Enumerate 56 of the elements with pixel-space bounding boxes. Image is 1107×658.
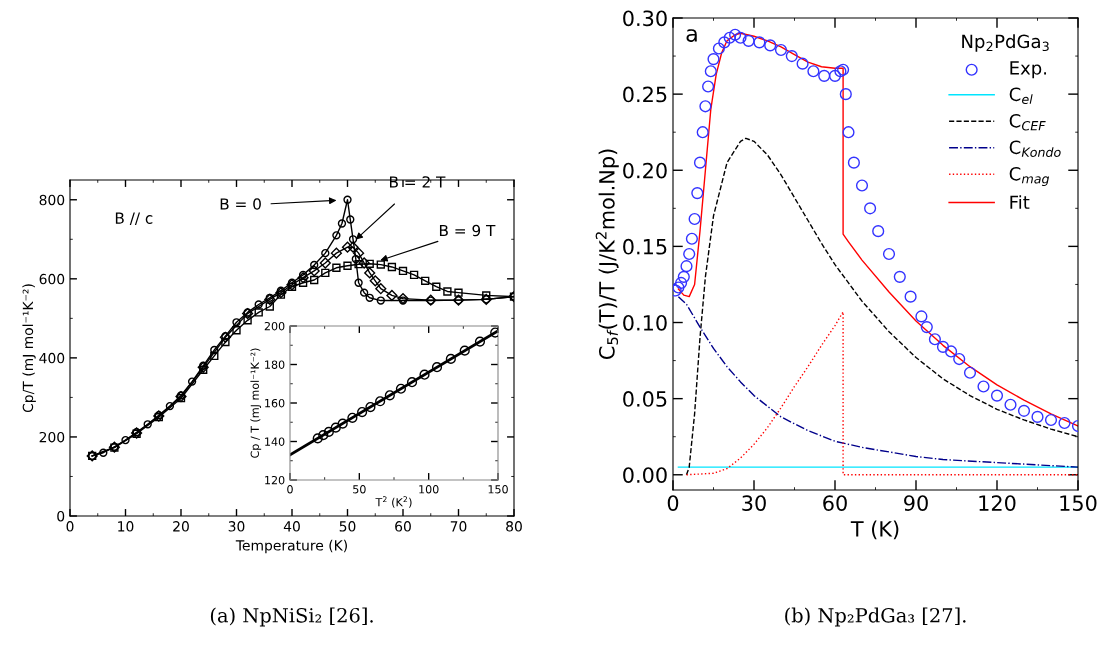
x-axis-title: T (K) xyxy=(850,520,899,540)
annotation: a xyxy=(686,29,697,42)
x-tick-label: 60 xyxy=(395,521,411,532)
x-axis-title: Temperature (K) xyxy=(235,539,347,554)
x-tick-label: 60 xyxy=(823,495,847,511)
y-tick-label: 140 xyxy=(265,437,285,446)
text: (a) NpNiSi₂ [26]. xyxy=(210,607,373,627)
annotation: B // c xyxy=(115,212,153,226)
legend-label: B = 0 xyxy=(220,198,261,210)
y-axis-title: Cp / T (mJ mol⁻¹K⁻²) xyxy=(250,348,262,458)
x-tick-label: 0 xyxy=(667,495,679,511)
x-tick-label: 50 xyxy=(339,521,356,532)
x-tick-label: 90 xyxy=(904,495,928,511)
legend-label: C$_{Kondo}$ xyxy=(1009,140,1061,158)
y-tick-label: 160 xyxy=(265,398,285,408)
x-tick-label: 30 xyxy=(228,521,245,532)
x-tick-label: 80 xyxy=(506,521,522,532)
y-tick-label: 0 xyxy=(57,510,65,522)
x-tick-label: 70 xyxy=(450,521,467,532)
legend-label: B = 2 T xyxy=(389,176,446,188)
x-tick-label: 10 xyxy=(118,521,134,532)
x-tick-label: 100 xyxy=(419,485,439,494)
legend-label: C$_{el}$ xyxy=(1009,87,1033,105)
x-tick-label: 20 xyxy=(173,521,189,532)
y-axis-title: Cp/T (mJ mol⁻¹K⁻²) xyxy=(22,284,36,413)
y-tick-label: 0.15 xyxy=(623,238,667,255)
legend-label: C$_{CEF}$ xyxy=(1009,113,1046,131)
y-tick-label: 0.05 xyxy=(623,391,667,407)
y-tick-label: 200 xyxy=(39,431,65,443)
legend-label: C$_{mag}$ xyxy=(1009,166,1050,186)
legend-label: Exp. xyxy=(1010,61,1047,79)
y-axis-title: C$_{5f}$(T)/T (J/K$^{2}$mol.Np) xyxy=(595,149,619,360)
x-tick-label: 150 xyxy=(488,485,508,494)
legend-label: B = 9 T xyxy=(439,224,496,237)
x-tick-label: 40 xyxy=(283,521,300,532)
y-tick-label: 400 xyxy=(39,352,65,364)
x-tick-label: 50 xyxy=(353,485,366,494)
y-tick-label: 180 xyxy=(265,360,285,369)
x-tick-label: 120 xyxy=(979,495,1016,511)
x-axis-title: T$^{2}$ (K$^{2}$) xyxy=(375,496,412,508)
y-tick-label: 0.25 xyxy=(623,86,667,103)
x-tick-label: 30 xyxy=(742,495,766,511)
x-tick-label: 0 xyxy=(287,485,293,494)
y-tick-label: 0.20 xyxy=(623,162,667,179)
y-tick-label: 0.10 xyxy=(623,314,667,331)
y-tick-label: 200 xyxy=(264,321,285,331)
legend-title: Np$_{2}$PdGa$_{3}$ xyxy=(962,34,1049,52)
legend-label: Fit xyxy=(1010,195,1030,209)
y-tick-label: 0.30 xyxy=(623,10,667,27)
y-tick-label: 0.00 xyxy=(623,467,667,483)
y-tick-label: 800 xyxy=(39,194,65,206)
y-tick-label: 600 xyxy=(39,273,65,285)
text: (b) Np₂PdGa₃ [27]. xyxy=(785,607,966,627)
x-tick-label: 0 xyxy=(66,521,74,532)
x-tick-label: 150 xyxy=(1060,495,1097,511)
y-tick-label: 120 xyxy=(265,475,285,485)
